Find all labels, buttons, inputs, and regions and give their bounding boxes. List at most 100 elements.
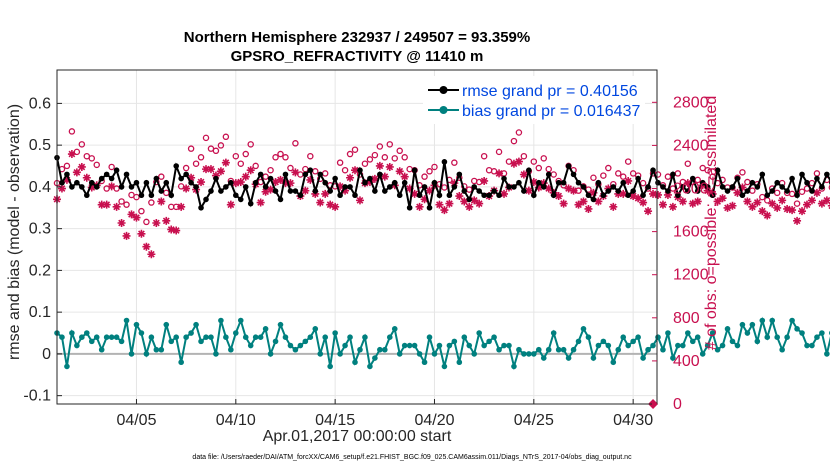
rmse-point xyxy=(670,171,676,178)
possible-obs-marker xyxy=(68,128,76,135)
possible-obs-marker xyxy=(480,152,488,160)
bias-point xyxy=(118,338,125,345)
data-file-note: data file: /Users/raeder/DAI/ATM_forcXX/… xyxy=(192,454,632,461)
rmse-point xyxy=(456,171,463,178)
bias-point xyxy=(74,342,80,349)
assimilated-obs-marker xyxy=(629,192,638,201)
rmse-point xyxy=(784,188,790,194)
y-axis-label-right: # of obs: o=possible; ∗=assimilated xyxy=(703,96,720,350)
bias-point xyxy=(774,334,780,341)
rmse-point xyxy=(372,188,378,194)
bias-point xyxy=(729,338,736,345)
bias-point xyxy=(272,338,279,345)
rmse-point xyxy=(714,167,721,173)
possible-obs-marker xyxy=(520,152,528,160)
possible-obs-marker xyxy=(287,164,294,172)
rmse-point xyxy=(416,192,423,199)
assimilated-obs-marker xyxy=(67,150,76,159)
bias-point xyxy=(764,334,771,341)
assimilated-obs-marker xyxy=(788,206,797,215)
possible-obs-marker xyxy=(361,160,369,167)
bias-point xyxy=(595,342,602,349)
possible-obs-marker xyxy=(684,160,692,167)
assimilated-obs-marker xyxy=(326,200,335,209)
assimilated-obs-marker xyxy=(738,183,747,192)
assimilated-obs-marker xyxy=(380,172,389,181)
bias-point xyxy=(133,321,140,328)
assimilated-obs-marker xyxy=(609,202,618,211)
rmse-point xyxy=(521,188,527,194)
bias-point xyxy=(689,338,696,345)
bias-point xyxy=(88,338,95,345)
rmse-point xyxy=(550,192,557,199)
rmse-point xyxy=(193,184,199,190)
assimilated-obs-marker xyxy=(559,199,568,208)
assimilated-obs-marker xyxy=(495,169,504,178)
possible-obs-marker xyxy=(267,166,274,174)
bias-point xyxy=(302,338,309,345)
rmse-point xyxy=(357,167,363,173)
assimilated-obs-marker xyxy=(465,202,474,211)
rmse-point xyxy=(635,175,641,182)
assimilated-obs-marker xyxy=(82,173,91,182)
assimilated-obs-marker xyxy=(812,188,821,197)
assimilated-obs-marker xyxy=(668,202,677,211)
rmse-point xyxy=(148,192,155,199)
rmse-point xyxy=(754,184,761,190)
assimilated-obs-marker xyxy=(723,203,732,212)
assimilated-obs-marker xyxy=(281,179,290,188)
assimilated-obs-marker xyxy=(584,204,593,213)
rmse-point xyxy=(426,204,433,211)
assimilated-obs-marker xyxy=(162,216,171,225)
bias-point xyxy=(198,338,204,345)
assimilated-obs-marker xyxy=(658,200,667,209)
bias-point xyxy=(317,351,324,357)
rmse-point xyxy=(247,200,254,207)
assimilated-obs-marker xyxy=(748,202,757,211)
rmse-point xyxy=(506,184,512,190)
bias-point xyxy=(461,334,468,341)
bias-point xyxy=(804,342,810,349)
assimilated-obs-marker xyxy=(519,170,528,179)
possible-obs-marker xyxy=(619,173,627,180)
rmse-point xyxy=(347,184,353,190)
rmse-point xyxy=(297,192,304,199)
legend-rmse-label: rmse grand pr = 0.40156 xyxy=(462,83,638,100)
bias-point xyxy=(401,342,408,349)
bias-point xyxy=(357,346,363,353)
bias-point xyxy=(531,351,537,357)
possible-obs-marker xyxy=(163,189,170,197)
rmse-point xyxy=(242,184,249,190)
rmse-point xyxy=(74,179,80,186)
assimilated-obs-marker xyxy=(157,197,166,206)
bias-point xyxy=(372,355,378,361)
y-right-tick-label: 1200 xyxy=(673,267,709,284)
rmse-point xyxy=(496,192,502,199)
possible-obs-marker xyxy=(341,166,349,174)
rmse-point xyxy=(739,192,746,199)
possible-obs-marker xyxy=(510,137,518,145)
bias-line xyxy=(56,316,830,371)
bias-point xyxy=(352,359,358,366)
possible-obs-marker xyxy=(302,165,309,173)
rmse-point xyxy=(277,196,284,203)
bias-point xyxy=(550,330,557,336)
rmse-point xyxy=(486,192,492,199)
legend: rmse grand pr = 0.40156 bias grand pr = … xyxy=(423,76,645,124)
assimilated-obs-marker xyxy=(529,178,538,187)
x-tick-label: 04/05 xyxy=(116,412,156,429)
bias-point xyxy=(262,326,269,332)
y-left-tick-label: 0.6 xyxy=(29,95,51,112)
rmse-point xyxy=(749,179,756,186)
rmse-point xyxy=(287,188,294,194)
assimilated-obs-marker xyxy=(107,182,116,191)
assimilated-obs-marker xyxy=(514,157,523,166)
rmse-point xyxy=(441,159,448,165)
assimilated-obs-marker xyxy=(713,197,722,206)
rmse-point xyxy=(367,175,373,182)
bias-point xyxy=(615,346,622,353)
rmse-point xyxy=(84,192,90,199)
rmse-point xyxy=(342,184,348,190)
assimilated-obs-marker xyxy=(569,186,578,195)
y-left-tick-label: 0 xyxy=(42,346,51,363)
